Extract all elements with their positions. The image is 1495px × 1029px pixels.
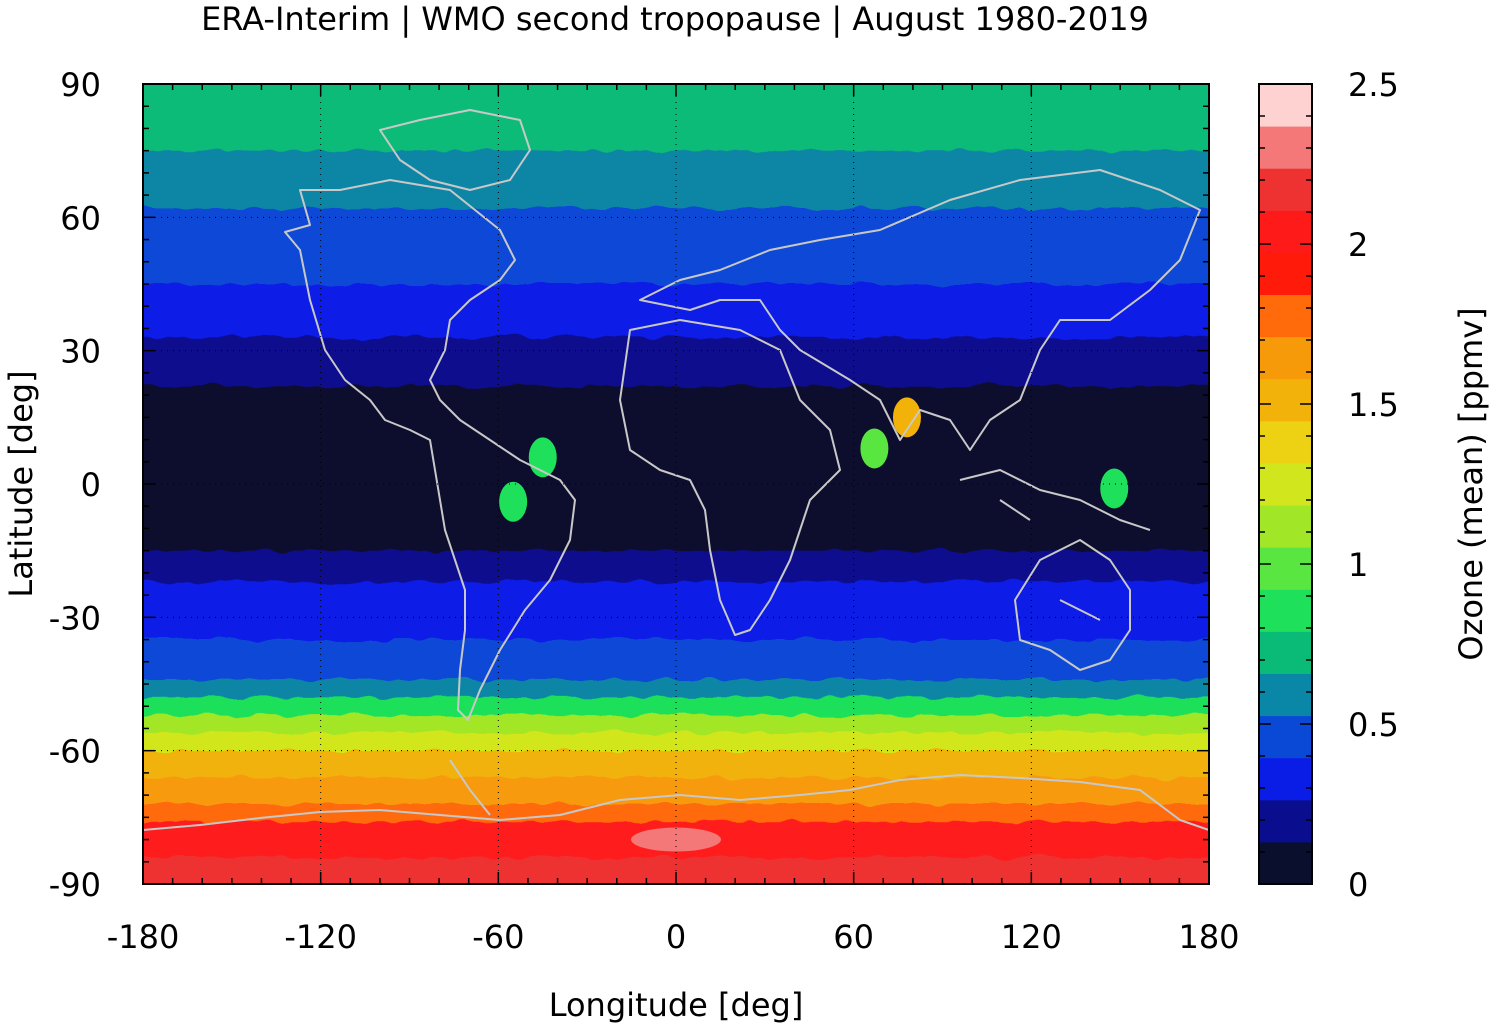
grid-lines — [143, 84, 1209, 884]
ozone-maximum-blob — [1100, 468, 1129, 509]
colorbar-tick-label: 1 — [1348, 546, 1368, 584]
zonal-band — [143, 715, 1209, 734]
x-tick-label: 0 — [666, 918, 686, 956]
colorbar-swatch — [1259, 462, 1312, 506]
colorbar-swatch — [1259, 673, 1312, 717]
y-tick-label: -30 — [49, 599, 101, 637]
colorbar-tick-label: 1.5 — [1348, 386, 1399, 424]
zonal-band — [143, 804, 1209, 823]
y-tick-label: 30 — [60, 333, 101, 371]
zonal-band — [143, 337, 1209, 388]
colorbar-tick-label: 0.5 — [1348, 706, 1399, 744]
x-tick-label: 60 — [833, 918, 874, 956]
colorbar-swatch — [1259, 505, 1312, 548]
colorbar-swatch — [1259, 168, 1312, 211]
y-tick-label: 0 — [81, 466, 101, 504]
colorbar-tick-label: 0 — [1348, 866, 1368, 904]
zonal-band — [143, 679, 1209, 699]
y-tick-label: 90 — [60, 66, 101, 104]
zonal-band — [143, 581, 1209, 641]
colorbar-swatch — [1259, 294, 1312, 338]
colorbar-tick-label: 2.5 — [1348, 66, 1399, 104]
colorbar-swatch — [1259, 799, 1312, 843]
colorbar-swatch — [1259, 378, 1312, 422]
zonal-band — [143, 777, 1209, 805]
x-tick-label: -120 — [284, 918, 357, 956]
ozone-maximum-blob — [892, 397, 921, 438]
colorbar-frame — [1258, 83, 1313, 885]
y-tick-label: -90 — [49, 866, 101, 904]
zonal-band — [143, 550, 1209, 583]
ozone-maximum-blob — [631, 827, 721, 852]
zonal-band — [143, 697, 1209, 717]
heatmap-field — [143, 84, 1209, 884]
colorbar-swatch — [1259, 631, 1312, 674]
colorbar-swatch — [1259, 757, 1312, 801]
colorbar-swatch — [1259, 252, 1312, 296]
ozone-maximum-blob — [860, 428, 889, 469]
chart-title: ERA-Interim | WMO second tropopause | Au… — [201, 0, 1149, 38]
colorbar-swatch — [1259, 210, 1312, 253]
colorbar-swatch — [1259, 715, 1312, 759]
zonal-band — [143, 284, 1209, 339]
zonal-band — [143, 732, 1209, 752]
y-axis-label: Latitude [deg] — [2, 370, 40, 597]
ozone-maximum-blob — [499, 481, 528, 522]
x-tick-label: -180 — [107, 918, 180, 956]
colorbar-tick-label: 2 — [1348, 226, 1368, 264]
colorbar — [1259, 84, 1312, 885]
zonal-band — [143, 750, 1209, 779]
y-tick-label: 60 — [60, 199, 101, 237]
colorbar-swatch — [1259, 547, 1312, 590]
colorbar-label: Ozone (mean) [ppmv] — [1452, 307, 1490, 660]
colorbar-swatch — [1259, 126, 1312, 169]
coastline-overlay — [143, 109, 1209, 831]
colorbar-swatch — [1259, 84, 1312, 127]
colorbar-swatch — [1259, 589, 1312, 632]
x-tick-label: -60 — [472, 918, 524, 956]
colorbar-swatch — [1259, 841, 1312, 885]
y-tick-label: -60 — [49, 733, 101, 771]
colorbar-swatch — [1259, 420, 1312, 464]
colorbar-swatch — [1259, 336, 1312, 380]
x-tick-label: 180 — [1178, 918, 1239, 956]
x-axis-label: Longitude [deg] — [549, 986, 804, 1024]
x-tick-label: 120 — [1001, 918, 1062, 956]
